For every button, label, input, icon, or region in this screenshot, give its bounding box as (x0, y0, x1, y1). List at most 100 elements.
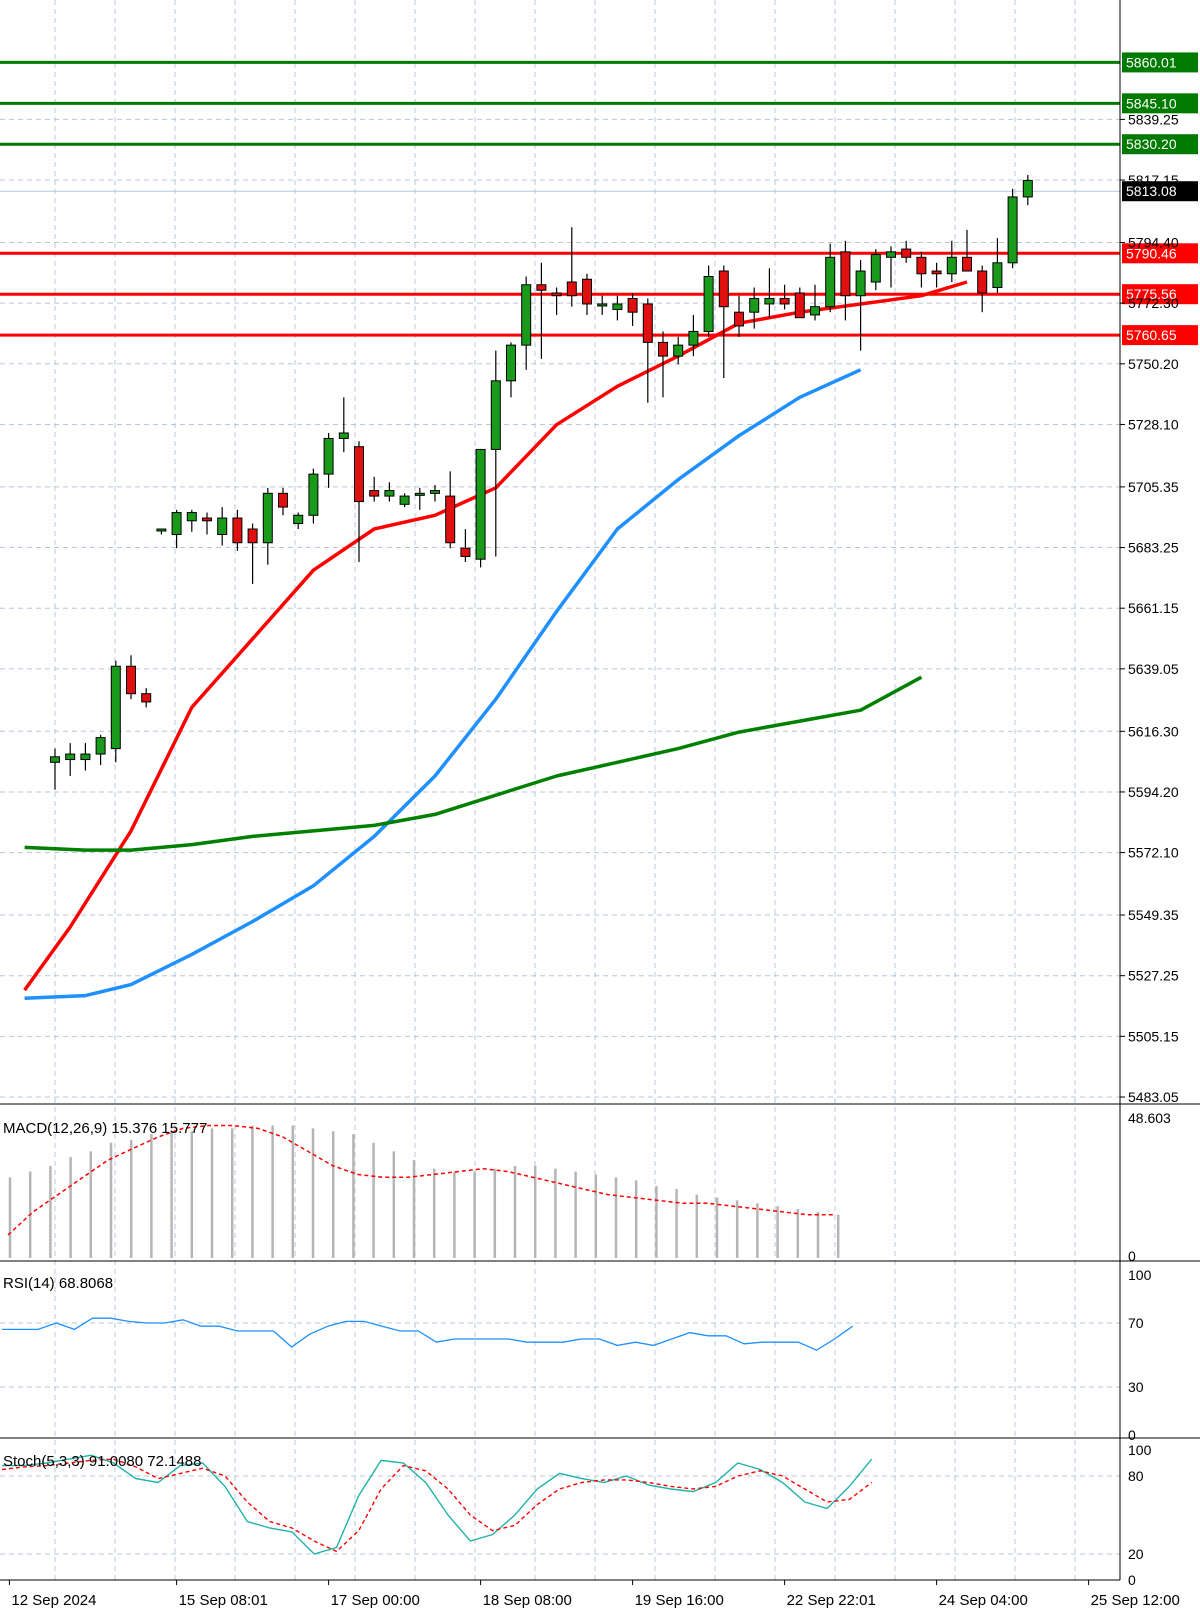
macd-signal-line (7, 1124, 833, 1236)
rsi-line (2, 1317, 854, 1351)
candle-body (946, 256, 957, 275)
stoch-main-line (2, 1454, 873, 1555)
price-tick-label: 5483.05 (1128, 1089, 1179, 1105)
stoch-tick-label: 80 (1128, 1468, 1144, 1484)
candle-body (703, 276, 714, 332)
candle-body (597, 303, 608, 307)
candle-body (673, 344, 684, 357)
candle-body (582, 278, 592, 305)
time-tick-label: 12 Sep 2024 (11, 1592, 96, 1609)
price-tick-label: 5839.25 (1128, 111, 1179, 127)
moving-average-line (24, 675, 923, 852)
moving-average-line (24, 368, 862, 1001)
price-tick-label: 5794.40 (1128, 234, 1179, 250)
candle-body (156, 528, 167, 532)
price-tick-label: 5572.10 (1128, 845, 1179, 861)
candle-body (794, 292, 805, 319)
price-tick-label: 5527.25 (1128, 968, 1179, 984)
candle-body (870, 254, 881, 283)
level-label-box (1122, 52, 1198, 73)
candle-body (475, 448, 486, 560)
stoch-tick-label: 20 (1128, 1546, 1144, 1562)
candle-body (126, 665, 136, 695)
candle-body (186, 512, 197, 522)
candle-body (658, 341, 668, 357)
price-tick-label: 5750.20 (1128, 356, 1179, 372)
candle-body (627, 297, 638, 313)
level-label-box (1122, 134, 1198, 155)
candle-body (901, 248, 912, 258)
price-tick-label: 5594.20 (1128, 784, 1179, 800)
candle-body (202, 517, 212, 522)
time-tick-label: 22 Sep 22:01 (787, 1592, 876, 1609)
candle-body (384, 490, 395, 497)
candle-body (262, 492, 273, 544)
candle-body (779, 297, 790, 305)
level-label: 5760.65 (1126, 327, 1177, 343)
candle-body (50, 756, 60, 763)
time-tick-label: 19 Sep 16:00 (635, 1592, 724, 1609)
time-axis: 12 Sep 2024 15 Sep 08:01 17 Sep 00:00 18 Se… (0, 1579, 1180, 1609)
candle-body (977, 270, 988, 294)
price-tick-label: 5616.30 (1128, 723, 1179, 739)
candle-body (217, 517, 228, 536)
price-tick-label: 5661.15 (1128, 600, 1179, 616)
rsi-tick-label: 0 (1128, 1427, 1136, 1443)
level-label-box (1122, 243, 1198, 264)
stoch-panel: 100 80 20 0 (0, 1442, 1152, 1588)
candle-body (810, 306, 820, 316)
candle-body (764, 297, 775, 305)
price-tick-label: 5639.05 (1128, 661, 1179, 677)
panel-separators (0, 1103, 1200, 1439)
rsi-label: RSI(14) 68.8068 (3, 1275, 113, 1292)
candle-body (141, 693, 152, 703)
level-label: 5830.20 (1126, 136, 1177, 152)
candle-body (688, 330, 699, 346)
candle-body (855, 270, 866, 297)
candle-body (566, 281, 577, 297)
macd-label: MACD(12,26,9) 15.376 15.777 (3, 1120, 207, 1137)
candle-body (65, 753, 76, 761)
candle-body (840, 251, 851, 297)
candles (50, 174, 1033, 790)
current-price-label: 5813.08 (1126, 183, 1177, 199)
rsi-tick-label: 30 (1128, 1379, 1144, 1395)
candle-body (232, 517, 243, 544)
price-tick-label: 5772.30 (1128, 295, 1179, 311)
candle-body (354, 446, 364, 503)
candle-body (718, 270, 729, 308)
candle-body (278, 492, 288, 508)
candle-body (323, 437, 334, 475)
rsi-panel: 100 70 30 0 (0, 1267, 1152, 1443)
time-tick-label: 24 Sep 04:00 (939, 1592, 1028, 1609)
candle-body (490, 380, 501, 450)
candle-body (80, 753, 91, 761)
candle-body (992, 262, 1003, 288)
candle-body (445, 495, 456, 544)
price-tick-label: 5728.10 (1128, 416, 1179, 432)
time-tick-label: 25 Sep 12:00 (1091, 1592, 1180, 1609)
level-label-box (1122, 325, 1198, 346)
price-tick-label: 5549.35 (1128, 907, 1179, 923)
stoch-tick-label: 0 (1128, 1572, 1136, 1588)
candle-body (886, 251, 896, 258)
current-price-box (1122, 181, 1198, 202)
price-axis: 5839.25 5817.15 5794.40 5772.30 5750.20 5728.… (1119, 0, 1179, 1580)
candle-body (95, 737, 106, 755)
candle-body (110, 665, 121, 750)
level-lines: 5860.01 5845.10 5830.20 5790.46 5775.56 5760.… (0, 52, 1198, 346)
candle-body (612, 303, 623, 310)
candle-body (460, 547, 471, 557)
level-label-box (1122, 93, 1198, 114)
macd-tick-label: 48.603 (1128, 1110, 1171, 1126)
candle-body (749, 297, 760, 313)
candle-body (825, 256, 836, 308)
candle-body (536, 284, 547, 291)
candle-body (734, 311, 744, 327)
level-label: 5860.01 (1126, 54, 1177, 70)
macd-tick-label: 0 (1128, 1248, 1136, 1264)
price-tick-label: 5817.15 (1128, 172, 1179, 188)
candle-body (962, 256, 972, 272)
candle-body (1007, 196, 1018, 264)
